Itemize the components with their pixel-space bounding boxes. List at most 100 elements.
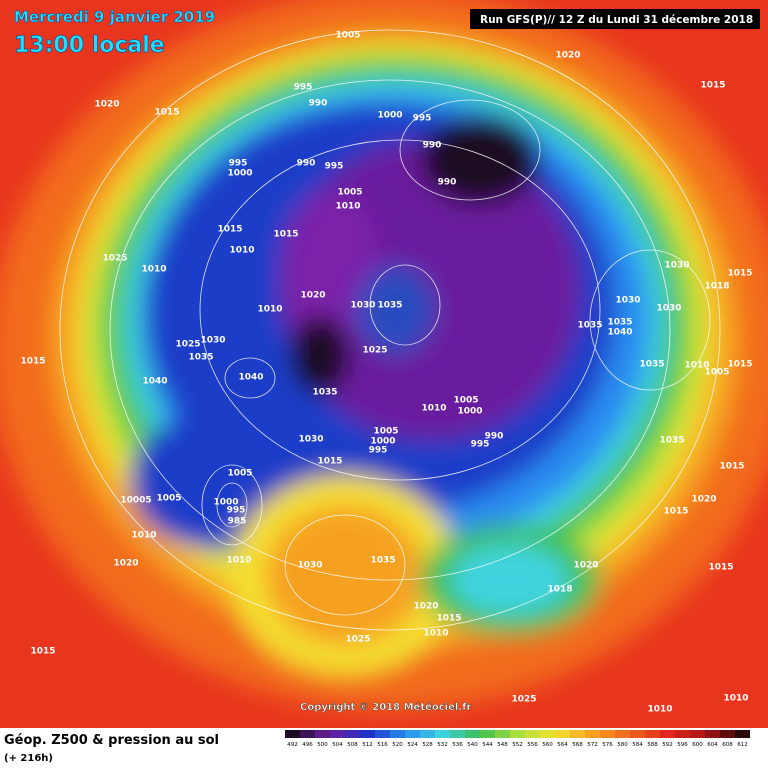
- isobar-label: 1015: [30, 647, 55, 657]
- isobar-label: 1030: [615, 296, 640, 306]
- isobar-label: 1040: [142, 377, 167, 387]
- scale-swatch: [330, 730, 345, 738]
- scale-swatch: [645, 730, 660, 738]
- scale-swatch: [705, 730, 720, 738]
- map-field: [0, 0, 768, 728]
- isobar-label: 1005: [227, 469, 252, 479]
- scale-label: 612: [737, 742, 748, 748]
- isobar-label: 1035: [377, 301, 402, 311]
- isobar-label: 1005: [453, 396, 478, 406]
- scale-label: 564: [557, 742, 568, 748]
- scale-swatch: [375, 730, 390, 738]
- isobar-label: 1025: [175, 340, 200, 350]
- time: 13:00 locale: [14, 33, 165, 58]
- isobar-label: 1018: [704, 282, 729, 292]
- isobar-label: 995: [294, 83, 313, 93]
- isobar-label: 1040: [238, 373, 263, 383]
- isobar-label: 1015: [20, 357, 45, 367]
- isobar-label: 1010: [335, 202, 360, 212]
- scale-label: 552: [512, 742, 523, 748]
- isobar-label: 1005: [704, 368, 729, 378]
- isobar-label: 1010: [229, 246, 254, 256]
- isobar-label: 1005: [156, 494, 181, 504]
- scale-swatch: [420, 730, 435, 738]
- footer-lead: (+ 216h): [4, 753, 53, 764]
- isobar-label: 1020: [573, 561, 598, 571]
- color-scale: 492 496 500 504 508 512 516 520 524 528 532 536 540 5…: [285, 730, 750, 748]
- isobar-label: 1015: [708, 563, 733, 573]
- scale-swatch: [405, 730, 420, 738]
- isobar-label: 1010: [647, 705, 672, 715]
- scale-swatch: [285, 730, 300, 738]
- scale-swatch: [555, 730, 570, 738]
- isobar-label: 1035: [370, 556, 395, 566]
- isobar-label: 990: [438, 178, 457, 188]
- isobar-label: 1000: [377, 111, 402, 121]
- isobar-label: 1030: [350, 301, 375, 311]
- scale-label: 608: [722, 742, 733, 748]
- scale-swatch: [465, 730, 480, 738]
- isobar-label: 1000: [213, 498, 238, 508]
- scale-swatch: [720, 730, 735, 738]
- footer-title: Géop. Z500 & pression au sol: [4, 733, 219, 748]
- isobar-label: 10005: [120, 496, 151, 506]
- isobar-label: 1035: [312, 388, 337, 398]
- scale-label: 528: [422, 742, 433, 748]
- isobar-label: 1010: [423, 629, 448, 639]
- scale-label: 584: [632, 742, 643, 748]
- isobar-label: 990: [485, 432, 504, 442]
- isobar-label: 1020: [94, 100, 119, 110]
- isobar-label: 1010: [257, 305, 282, 315]
- isobar-label: 1030: [200, 336, 225, 346]
- scale-swatch: [345, 730, 360, 738]
- isobar-label: 985: [228, 517, 247, 527]
- scale-swatch: [390, 730, 405, 738]
- run-info: Run GFS(P)// 12 Z du Lundi 31 décembre 2…: [480, 14, 753, 26]
- scale-label: 580: [617, 742, 628, 748]
- scale-swatch: [540, 730, 555, 738]
- isobar-label: 1015: [727, 269, 752, 279]
- isobar-label: 1030: [298, 435, 323, 445]
- scale-swatch: [570, 730, 585, 738]
- scale-label: 492: [287, 742, 298, 748]
- isobar-label: 1030: [664, 261, 689, 271]
- isobar-label: 990: [309, 99, 328, 109]
- isobar-label: 1005: [373, 427, 398, 437]
- scale-swatch: [435, 730, 450, 738]
- isobar-label: 995: [413, 114, 432, 124]
- scale-swatch: [600, 730, 615, 738]
- scale-swatch: [300, 730, 315, 738]
- scale-label: 572: [587, 742, 598, 748]
- isobar-label: 1015: [436, 614, 461, 624]
- scale-swatch: [525, 730, 540, 738]
- isobar-label: 1015: [273, 230, 298, 240]
- isobar-label: 1005: [337, 188, 362, 198]
- scale-swatch: [480, 730, 495, 738]
- isobar-label: 1025: [102, 254, 127, 264]
- scale-label: 504: [332, 742, 343, 748]
- isobar-label: 1025: [511, 695, 536, 705]
- scale-swatch: [690, 730, 705, 738]
- isobar-label: 990: [423, 141, 442, 151]
- isobar-label: 1015: [217, 225, 242, 235]
- scale-label: 592: [662, 742, 673, 748]
- scale-swatch: [585, 730, 600, 738]
- scale-swatch: [315, 730, 330, 738]
- isobar-label: 1000: [370, 437, 395, 447]
- scale-label: 512: [362, 742, 373, 748]
- scale-swatch: [675, 730, 690, 738]
- isobar-label: 1015: [317, 457, 342, 467]
- isobar-label: 1000: [227, 169, 252, 179]
- scale-label: 524: [407, 742, 418, 748]
- isobar-label: 1015: [663, 507, 688, 517]
- isobar-label: 1010: [131, 531, 156, 541]
- scale-label: 500: [317, 742, 328, 748]
- scale-swatch: [615, 730, 630, 738]
- scale-label: 604: [707, 742, 718, 748]
- isobar-label: 995: [471, 440, 490, 450]
- isobar-label: 1035: [607, 318, 632, 328]
- scale-label: 600: [692, 742, 703, 748]
- isobar-label: 1010: [421, 404, 446, 414]
